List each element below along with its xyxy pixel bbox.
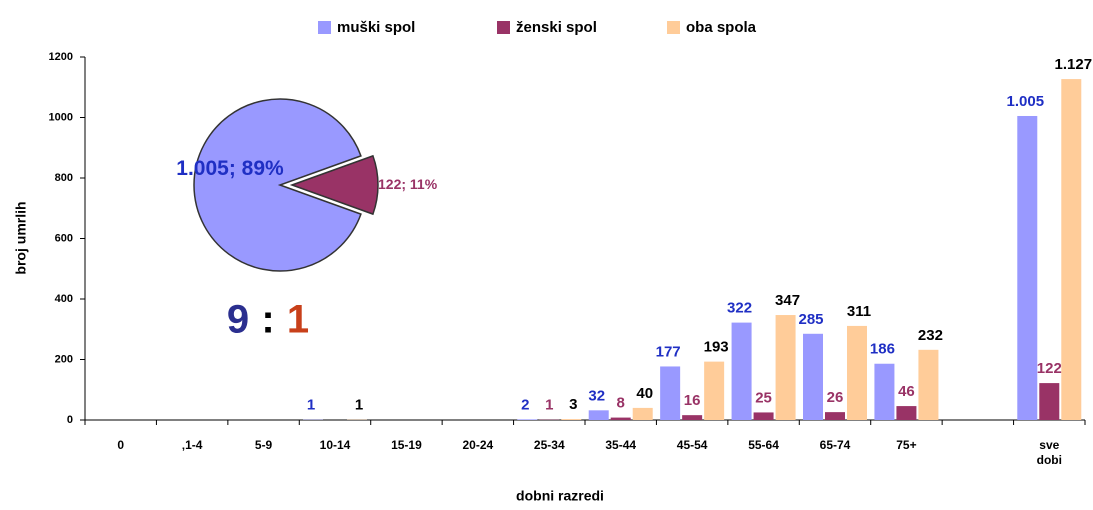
ratio-text: 9 xyxy=(227,298,249,342)
x-tick-label: 10-14 xyxy=(319,438,351,452)
bar xyxy=(588,410,609,420)
bar xyxy=(561,419,582,420)
legend-swatch xyxy=(318,21,331,34)
x-tick-label: 35-44 xyxy=(605,438,637,452)
ratio-text: : xyxy=(261,298,274,342)
bar xyxy=(682,415,703,420)
pie-label: 122; 11% xyxy=(378,176,438,192)
data-label: 186 xyxy=(870,341,895,358)
data-label: 1.005 xyxy=(1007,93,1045,110)
data-label: 311 xyxy=(847,303,871,320)
bar xyxy=(847,325,867,420)
x-tick-label: 25-34 xyxy=(533,438,565,452)
legend-swatch xyxy=(497,21,510,34)
data-label: 122 xyxy=(1037,360,1062,377)
data-label: 1.127 xyxy=(1055,56,1093,73)
data-label: 32 xyxy=(588,387,605,404)
legend-swatch xyxy=(667,21,680,34)
bar xyxy=(660,366,681,420)
data-label: 26 xyxy=(827,389,844,406)
x-tick-label: 15-19 xyxy=(391,438,422,452)
pie-slice xyxy=(193,98,362,272)
y-tick-label: 400 xyxy=(55,293,73,305)
data-label: 25 xyxy=(755,389,772,406)
data-label: 193 xyxy=(704,339,729,356)
bar xyxy=(803,333,823,420)
data-label: 46 xyxy=(898,383,915,400)
bar xyxy=(1039,383,1060,420)
bar xyxy=(825,412,845,420)
y-tick-label: 800 xyxy=(55,172,73,184)
pie-slice xyxy=(289,154,379,216)
y-tick-label: 1000 xyxy=(49,111,73,123)
x-tick-label: sve dobi xyxy=(1036,438,1062,467)
bar xyxy=(610,417,631,420)
y-tick-label: 200 xyxy=(55,353,73,365)
data-label: 1 xyxy=(355,397,363,414)
bar xyxy=(775,315,796,420)
bar xyxy=(753,412,774,420)
y-tick-label: 1200 xyxy=(49,51,73,63)
x-tick-label: ‚1-4 xyxy=(181,438,203,452)
bar xyxy=(731,322,752,420)
ratio-text: 1 xyxy=(287,298,309,342)
x-tick-label: 5-9 xyxy=(254,438,273,452)
bar xyxy=(517,419,538,420)
bar xyxy=(918,349,939,420)
bar xyxy=(704,361,725,420)
legend-label: oba spola xyxy=(686,19,757,36)
data-label: 322 xyxy=(727,300,752,317)
legend-label: ženski spol xyxy=(516,19,597,36)
x-tick-label: 65-74 xyxy=(819,438,851,452)
x-tick-label: 0 xyxy=(117,438,125,452)
data-label: 232 xyxy=(918,327,943,344)
bar xyxy=(1061,79,1082,421)
y-tick-label: 0 xyxy=(67,414,73,426)
data-label: 40 xyxy=(636,385,653,402)
x-axis-label: dobni razredi xyxy=(516,488,604,504)
x-tick-label: 55-64 xyxy=(748,438,779,452)
y-tick-label: 600 xyxy=(55,232,73,244)
data-label: 8 xyxy=(617,395,625,412)
data-label: 177 xyxy=(656,343,681,360)
x-tick-label: 75+ xyxy=(896,438,917,452)
bar xyxy=(874,363,895,420)
data-label: 3 xyxy=(569,396,577,413)
bar xyxy=(632,407,653,420)
bar xyxy=(896,406,917,420)
data-label: 1 xyxy=(307,397,315,414)
data-label: 347 xyxy=(775,292,800,309)
data-label: 16 xyxy=(684,392,701,409)
legend-label: muški spol xyxy=(337,19,415,36)
x-tick-label: 20-24 xyxy=(462,438,494,452)
x-tick-label: 45-54 xyxy=(676,438,708,452)
data-label: 285 xyxy=(798,311,823,328)
bar xyxy=(1017,115,1038,421)
data-label: 1 xyxy=(545,397,553,414)
pie-label: 1.005; 89% xyxy=(176,157,284,180)
data-label: 2 xyxy=(521,396,529,413)
y-axis-label: broj umrlih xyxy=(13,201,29,274)
